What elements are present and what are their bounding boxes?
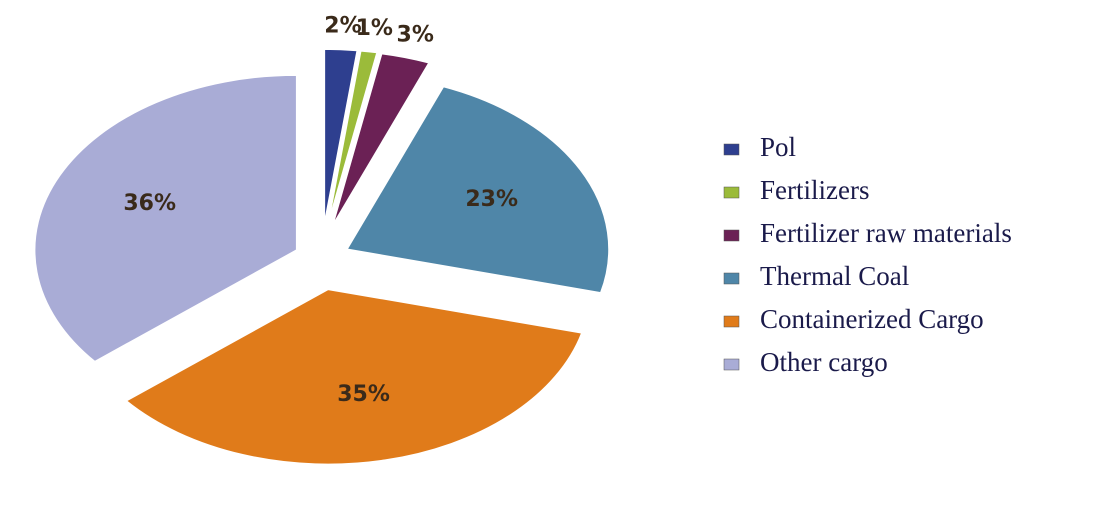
data-label: 36% [123,191,176,216]
pie-slice [327,50,378,225]
legend-label: Thermal Coal [760,261,909,291]
pie-slice [33,74,298,363]
data-label: 1% [356,16,393,41]
pie-slice [323,48,359,225]
legend-swatch [723,358,740,371]
legend-swatch [723,229,740,242]
legend-label: Containerized Cargo [760,304,984,334]
legend-label: Fertilizers [760,175,869,205]
data-label: 2% [324,14,361,39]
pie-slice [331,52,431,226]
legend-swatch [723,143,740,156]
legend-swatch [723,272,740,285]
data-label: 35% [337,382,390,407]
data-label: 3% [397,23,434,48]
legend-label: Pol [760,132,796,162]
legend-label: Fertilizer raw materials [760,218,1012,248]
legend: Pol Fertilizers Fertilizer raw materials Th… [723,132,1012,377]
data-label: 23% [465,187,518,212]
pie-slice [124,288,583,466]
legend-label: Other cargo [760,347,888,377]
legend-swatch [723,315,740,328]
pie-slice [345,85,610,294]
pie: 2%1% 3% 23% 35% 36% [33,14,610,466]
legend-swatch [723,186,740,199]
